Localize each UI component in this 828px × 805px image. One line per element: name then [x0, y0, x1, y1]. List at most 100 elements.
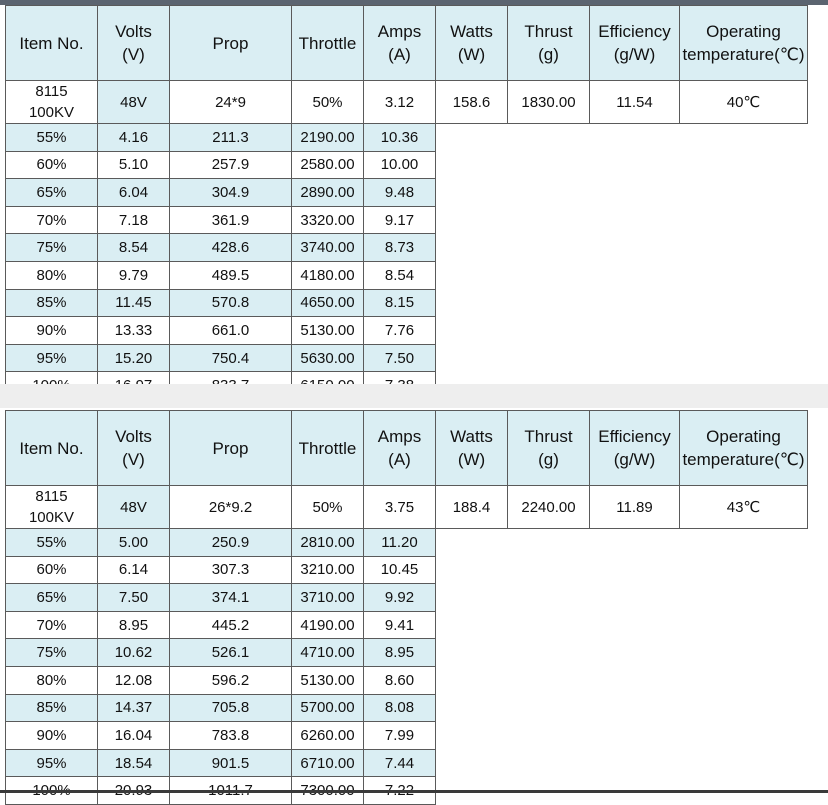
- table-row: 85% 11.45 570.8 4650.00 8.15: [5, 288, 808, 318]
- header-watts: Watts (W): [435, 5, 508, 81]
- watts-cell: 250.9: [169, 528, 292, 557]
- thrust-cell: 4180.00: [291, 260, 364, 290]
- throttle-cell: 65%: [5, 583, 98, 612]
- efficiency-cell: 10.00: [363, 150, 436, 180]
- header-temperature: Operating temperature(℃): [679, 5, 808, 81]
- prop-cell: 26*9.2: [169, 485, 292, 529]
- thrust-cell: 2580.00: [291, 150, 364, 180]
- thrust-cell: 3710.00: [291, 583, 364, 612]
- amps-cell: 15.20: [97, 343, 170, 373]
- watts-cell: 570.8: [169, 288, 292, 318]
- amps-cell: 18.54: [97, 748, 170, 778]
- table-row: 90% 13.33 661.0 5130.00 7.76: [5, 316, 808, 345]
- header-item-no: Item No.: [5, 5, 98, 81]
- throttle-cell: 75%: [5, 638, 98, 667]
- efficiency-cell: 7.44: [363, 748, 436, 778]
- header-prop: Prop: [169, 410, 292, 486]
- table-row: 85% 14.37 705.8 5700.00 8.08: [5, 693, 808, 723]
- watts-cell: 596.2: [169, 665, 292, 695]
- amps-cell: 8.54: [97, 233, 170, 262]
- throttle-cell: 55%: [5, 123, 98, 152]
- table-row: 65% 6.04 304.9 2890.00 9.48: [5, 178, 808, 207]
- header-temperature: Operating temperature(℃): [679, 410, 808, 486]
- table-row: 70% 7.18 361.9 3320.00 9.17: [5, 205, 808, 235]
- efficiency-cell: 11.89: [589, 485, 680, 529]
- table-row: 55% 5.00 250.9 2810.00 11.20: [5, 528, 808, 557]
- table-row: 75% 10.62 526.1 4710.00 8.95: [5, 638, 808, 667]
- efficiency-cell: 8.15: [363, 288, 436, 318]
- thrust-cell: 5130.00: [291, 316, 364, 345]
- amps-cell: 6.04: [97, 178, 170, 207]
- watts-cell: 211.3: [169, 123, 292, 152]
- thrust-cell: 4710.00: [291, 638, 364, 667]
- efficiency-cell: 11.54: [589, 80, 680, 124]
- amps-cell: 8.95: [97, 610, 170, 640]
- amps-cell: 11.45: [97, 288, 170, 318]
- table-row: 95% 18.54 901.5 6710.00 7.44: [5, 748, 808, 778]
- thrust-cell: 6260.00: [291, 721, 364, 750]
- table-row: 60% 6.14 307.3 3210.00 10.45: [5, 555, 808, 585]
- efficiency-cell: 8.54: [363, 260, 436, 290]
- thrust-cell: 5130.00: [291, 665, 364, 695]
- item-no-cell: 8115 100KV: [5, 80, 98, 124]
- thrust-cell: 6710.00: [291, 748, 364, 778]
- amps-cell: 5.00: [97, 528, 170, 557]
- throttle-cell: 70%: [5, 610, 98, 640]
- thrust-cell: 3320.00: [291, 205, 364, 235]
- temperature-cell: 40℃: [679, 80, 808, 124]
- throttle-cell: 50%: [291, 485, 364, 529]
- amps-cell: 4.16: [97, 123, 170, 152]
- amps-cell: 13.33: [97, 316, 170, 345]
- throttle-cell: 65%: [5, 178, 98, 207]
- amps-cell: 7.50: [97, 583, 170, 612]
- volts-cell: 48V: [97, 80, 170, 124]
- table-separator: [0, 384, 828, 408]
- efficiency-cell: 7.50: [363, 343, 436, 373]
- amps-cell: 14.37: [97, 693, 170, 723]
- efficiency-cell: 10.45: [363, 555, 436, 585]
- throttle-cell: 80%: [5, 665, 98, 695]
- efficiency-cell: 8.73: [363, 233, 436, 262]
- watts-cell: 445.2: [169, 610, 292, 640]
- throttle-cell: 90%: [5, 316, 98, 345]
- watts-cell: 661.0: [169, 316, 292, 345]
- amps-cell: 3.75: [363, 485, 436, 529]
- thrust-cell: 2810.00: [291, 528, 364, 557]
- header-thrust: Thrust (g): [507, 5, 590, 81]
- throttle-cell: 55%: [5, 528, 98, 557]
- efficiency-cell: 10.36: [363, 123, 436, 152]
- amps-cell: 12.08: [97, 665, 170, 695]
- thrust-cell: 1830.00: [507, 80, 590, 124]
- efficiency-cell: 11.20: [363, 528, 436, 557]
- watts-cell: 526.1: [169, 638, 292, 667]
- volts-cell: 48V: [97, 485, 170, 529]
- spec-table-1: Item No. Volts (V) Prop Throttle Amps (A) …: [5, 5, 808, 400]
- header-amps: Amps (A): [363, 410, 436, 486]
- table-row: 8115 100KV 48V 24*9 50% 3.12 158.6 1830.0…: [5, 80, 808, 124]
- thrust-cell: 5700.00: [291, 693, 364, 723]
- efficiency-cell: 8.08: [363, 693, 436, 723]
- watts-cell: 361.9: [169, 205, 292, 235]
- watts-cell: 307.3: [169, 555, 292, 585]
- amps-cell: 10.62: [97, 638, 170, 667]
- thrust-cell: 2240.00: [507, 485, 590, 529]
- thrust-cell: 5630.00: [291, 343, 364, 373]
- efficiency-cell: 8.95: [363, 638, 436, 667]
- throttle-cell: 90%: [5, 721, 98, 750]
- amps-cell: 5.10: [97, 150, 170, 180]
- efficiency-cell: 9.92: [363, 583, 436, 612]
- prop-cell: 24*9: [169, 80, 292, 124]
- throttle-cell: 60%: [5, 555, 98, 585]
- thrust-cell: 2190.00: [291, 123, 364, 152]
- table-row: 80% 12.08 596.2 5130.00 8.60: [5, 665, 808, 695]
- header-thrust: Thrust (g): [507, 410, 590, 486]
- header-volts: Volts (V): [97, 5, 170, 81]
- watts-cell: 750.4: [169, 343, 292, 373]
- watts-cell: 374.1: [169, 583, 292, 612]
- thrust-cell: 3740.00: [291, 233, 364, 262]
- temperature-cell: 43℃: [679, 485, 808, 529]
- watts-cell: 428.6: [169, 233, 292, 262]
- amps-cell: 9.79: [97, 260, 170, 290]
- header-item-no: Item No.: [5, 410, 98, 486]
- table-row: 80% 9.79 489.5 4180.00 8.54: [5, 260, 808, 290]
